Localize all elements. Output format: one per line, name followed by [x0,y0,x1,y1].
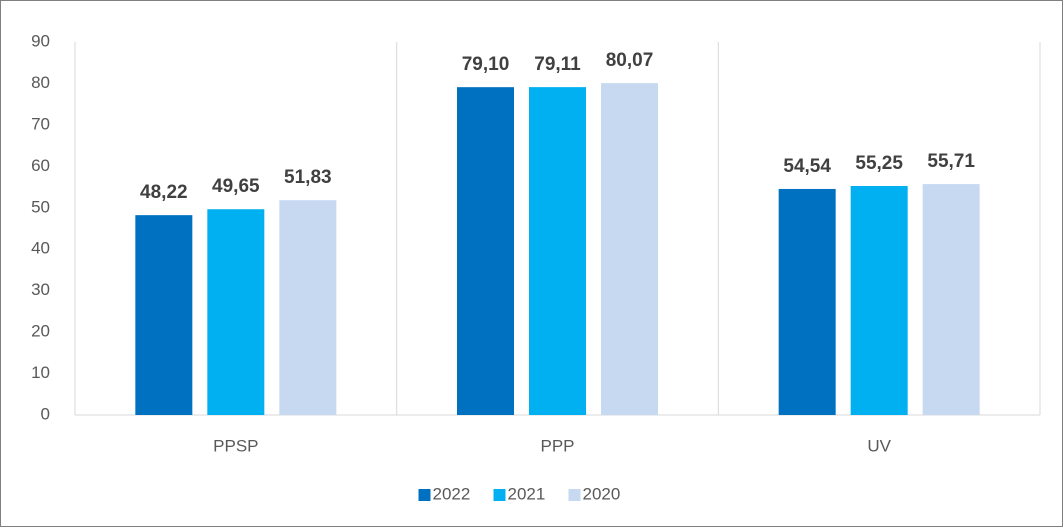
y-tick-label: 40 [31,239,50,258]
bar [529,87,586,416]
bar [922,184,980,415]
y-tick-label: 70 [31,114,50,133]
x-tick-label: PPSP [213,436,258,455]
value-label: 80,07 [606,50,654,71]
value-label: 49,65 [212,176,260,197]
legend-label: 2021 [508,484,546,503]
y-tick-label: 90 [31,31,50,50]
value-label: 79,11 [534,54,581,75]
value-label: 55,25 [855,153,903,174]
bar [279,200,337,415]
bar [135,215,193,415]
y-tick-label: 0 [41,404,50,423]
y-tick-label: 80 [31,73,50,92]
y-tick-label: 60 [31,156,50,175]
legend-label: 2022 [433,484,471,503]
legend-swatch [568,489,581,501]
bar [850,186,908,415]
bar [457,87,514,416]
bar [778,188,836,415]
value-label: 54,54 [783,156,831,177]
legend-swatch [418,489,431,501]
y-tick-label: 20 [31,322,50,341]
y-tick-label: 50 [31,197,50,216]
legend-swatch [493,489,506,501]
bar [207,209,265,415]
bar [601,83,658,416]
y-tick-label: 30 [31,280,50,299]
legend-label: 2020 [583,484,621,503]
x-tick-label: PPP [540,436,574,455]
value-label: 79,10 [462,54,510,75]
value-label: 51,83 [284,167,332,188]
value-label: 48,22 [140,182,188,203]
x-tick-label: UV [867,436,891,455]
y-tick-label: 10 [31,363,50,382]
value-label: 55,71 [927,151,975,172]
